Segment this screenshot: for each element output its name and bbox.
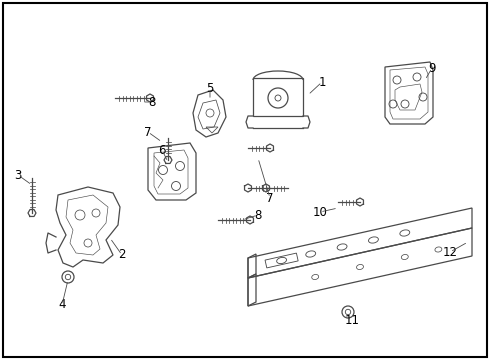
Text: 10: 10 bbox=[313, 206, 327, 219]
Bar bbox=[253, 78, 303, 116]
Text: 3: 3 bbox=[14, 168, 22, 181]
Text: 12: 12 bbox=[442, 246, 458, 258]
Text: 1: 1 bbox=[318, 76, 326, 89]
Text: 8: 8 bbox=[254, 208, 262, 221]
Text: 7: 7 bbox=[144, 126, 152, 139]
Text: 5: 5 bbox=[206, 81, 214, 95]
Text: 11: 11 bbox=[344, 314, 360, 327]
Text: 4: 4 bbox=[58, 298, 66, 311]
Text: 6: 6 bbox=[158, 144, 166, 157]
Text: 7: 7 bbox=[266, 192, 274, 204]
Text: 8: 8 bbox=[148, 95, 156, 108]
Text: 9: 9 bbox=[428, 62, 436, 75]
Text: 2: 2 bbox=[118, 248, 126, 261]
